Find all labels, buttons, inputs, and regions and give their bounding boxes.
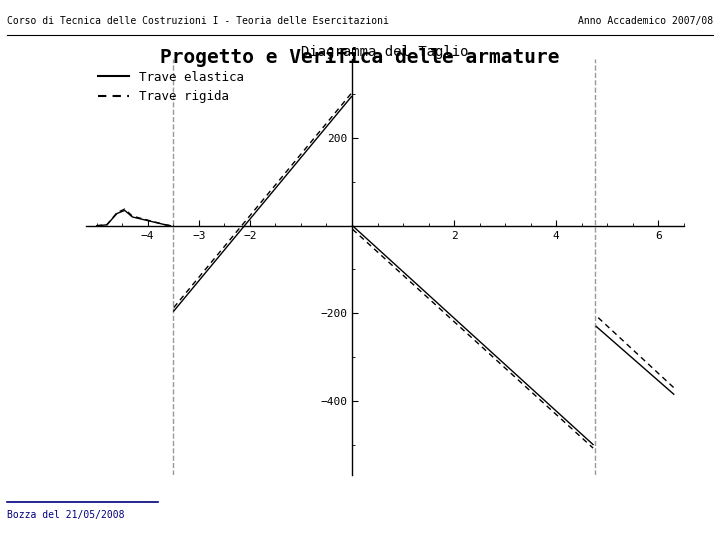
Text: Progetto e Verifica delle armature: Progetto e Verifica delle armature (161, 46, 559, 67)
Text: Corso di Tecnica delle Costruzioni I - Teoria delle Esercitazioni: Corso di Tecnica delle Costruzioni I - T… (7, 16, 389, 26)
Text: Anno Accademico 2007/08: Anno Accademico 2007/08 (577, 16, 713, 26)
Text: Bozza del 21/05/2008: Bozza del 21/05/2008 (7, 510, 125, 521)
Legend: Trave elastica, Trave rigida: Trave elastica, Trave rigida (93, 66, 249, 108)
Title: Diagramma del Taglio: Diagramma del Taglio (302, 45, 469, 59)
